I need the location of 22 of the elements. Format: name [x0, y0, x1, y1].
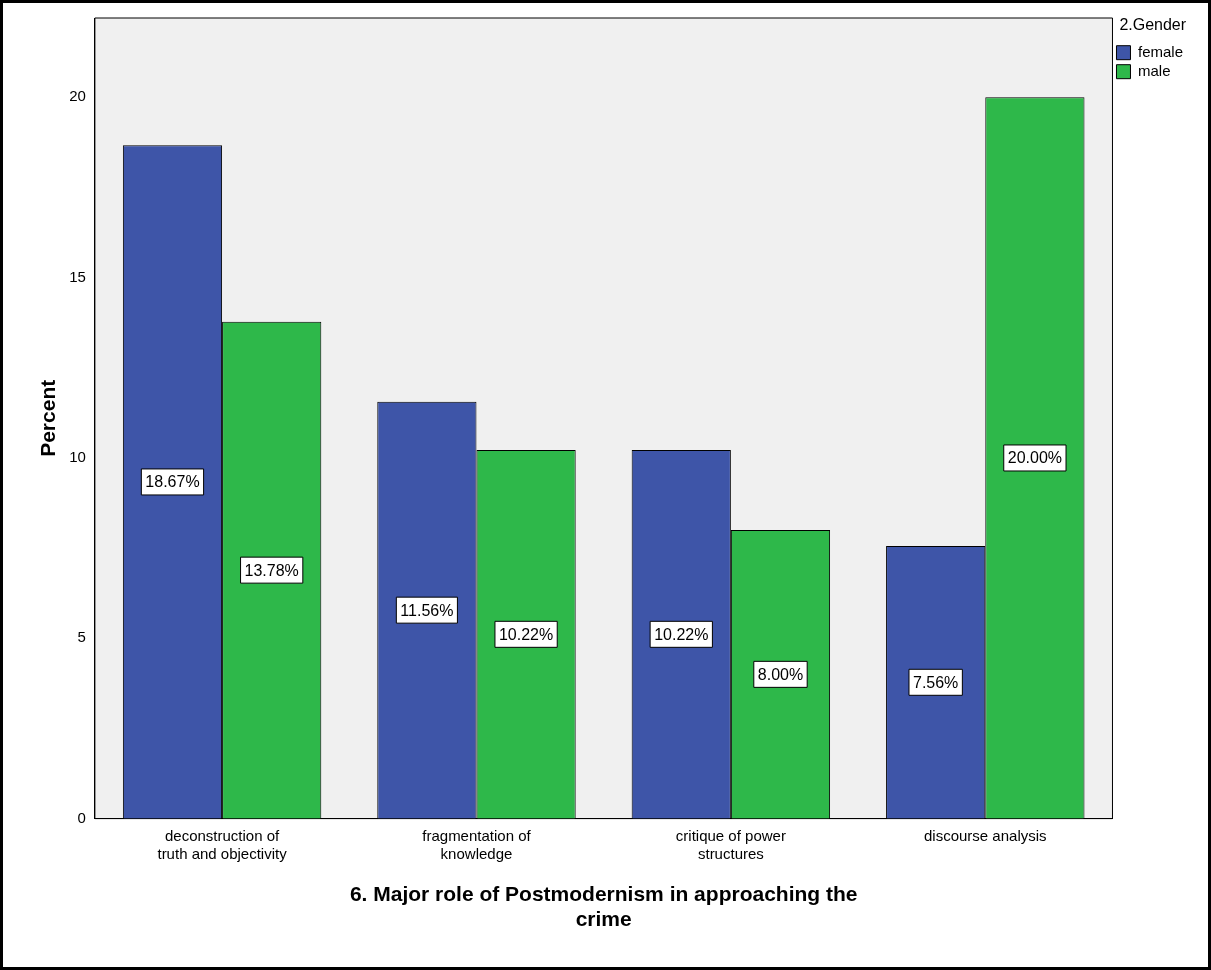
data-label: 20.00%	[1007, 449, 1063, 467]
legend-label: male	[1137, 61, 1171, 79]
x-tick-label: deconstruction of truth and objectivity	[157, 826, 288, 862]
x-tick-label: fragmentation of knowledge	[422, 826, 532, 862]
data-label: 10.22%	[654, 625, 709, 643]
data-label: 11.56%	[400, 601, 454, 619]
data-label: 10.22%	[498, 625, 554, 643]
y-tick-label: 20	[69, 87, 86, 105]
data-label: 13.78%	[244, 561, 299, 579]
y-tick-label: 5	[77, 628, 86, 646]
y-tick-label: 0	[77, 808, 86, 826]
legend-title: 2.Gender	[1119, 16, 1187, 34]
y-tick-label: 10	[69, 448, 86, 466]
y-axis-title: Percent	[36, 379, 60, 457]
y-tick-label: 15	[69, 267, 86, 285]
x-axis-title: 6. Major role of Postmodernism in approaching the crime	[349, 882, 858, 931]
x-tick-label: discourse analysis	[924, 826, 1047, 844]
data-label: 18.67%	[145, 473, 200, 491]
x-tick-label: critique of power structures	[675, 826, 786, 862]
data-label: 8.00%	[757, 665, 804, 683]
data-label: 7.56%	[912, 673, 959, 691]
legend-label: female	[1137, 42, 1184, 60]
